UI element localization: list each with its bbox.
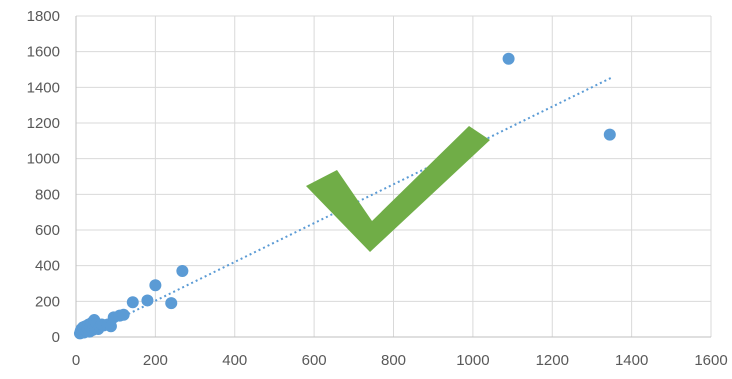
data-points <box>73 52 616 340</box>
x-axis-tick-labels: 0 200 400 600 800 1000 1200 1400 1600 <box>72 352 728 369</box>
data-point <box>149 279 162 292</box>
axes <box>75 16 711 338</box>
data-point <box>603 128 616 141</box>
x-tick-label: 200 <box>143 352 168 369</box>
data-point <box>117 308 130 321</box>
y-tick-label: 1000 <box>27 151 60 168</box>
data-point <box>141 294 154 307</box>
y-tick-label: 800 <box>35 186 60 203</box>
y-tick-label: 1600 <box>27 44 60 61</box>
y-axis-tick-labels: 0 200 400 600 800 1000 1200 1400 1600 1800 <box>27 8 60 346</box>
data-point <box>165 297 178 310</box>
data-point <box>126 296 139 309</box>
y-tick-label: 1200 <box>27 115 60 132</box>
x-tick-label: 600 <box>302 352 327 369</box>
y-tick-label: 200 <box>35 293 60 310</box>
x-tick-label: 1200 <box>536 352 569 369</box>
x-tick-label: 1000 <box>456 352 489 369</box>
y-tick-label: 1800 <box>27 8 60 25</box>
x-tick-label: 400 <box>222 352 247 369</box>
x-tick-label: 1600 <box>694 352 727 369</box>
data-point <box>176 265 189 278</box>
x-tick-label: 0 <box>72 352 80 369</box>
data-point <box>502 52 515 65</box>
y-tick-label: 400 <box>35 258 60 275</box>
y-tick-label: 600 <box>35 222 60 239</box>
x-tick-label: 1400 <box>615 352 648 369</box>
y-tick-label: 1400 <box>27 79 60 96</box>
checkmark-icon <box>306 126 490 252</box>
x-tick-label: 800 <box>381 352 406 369</box>
y-tick-label: 0 <box>52 329 60 346</box>
